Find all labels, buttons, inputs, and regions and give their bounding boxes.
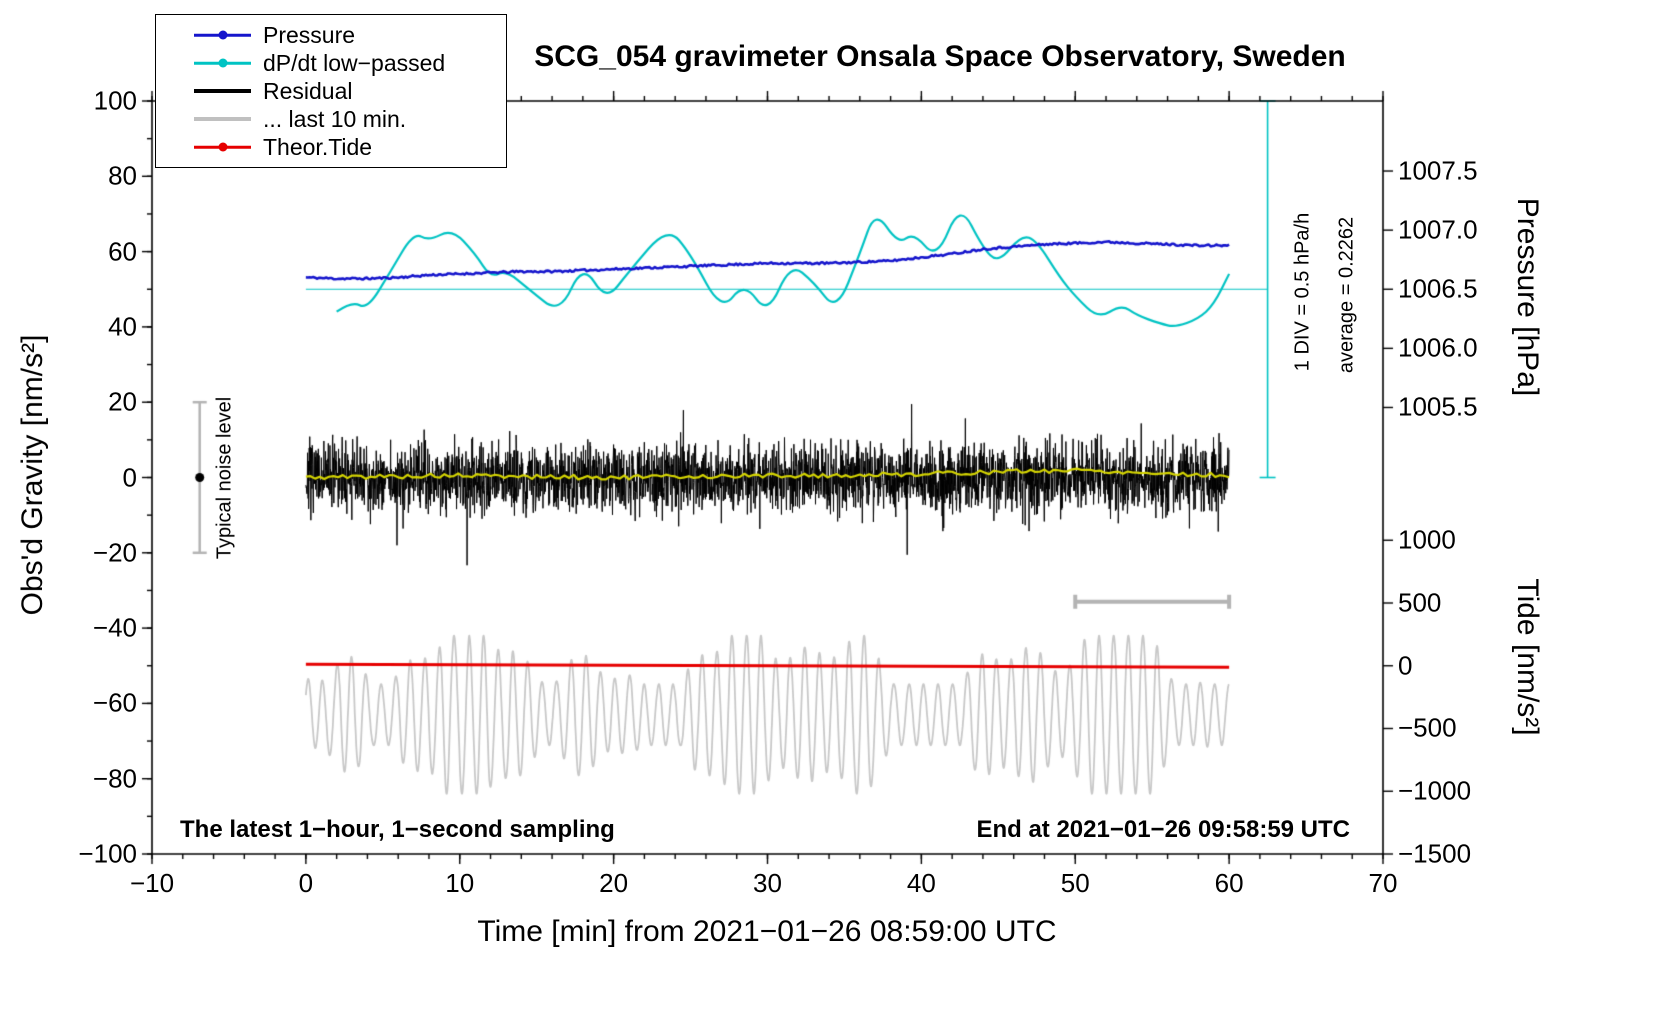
legend-swatch-icon (194, 85, 251, 97)
tide-tick-label: −1500 (1398, 838, 1472, 869)
x-tick-label: 10 (445, 868, 475, 898)
gravity-tick-label: 60 (108, 236, 137, 267)
tide-tick-label: 0 (1398, 650, 1413, 681)
page-title: SCG_054 gravimeter Onsala Space Observat… (534, 40, 1346, 73)
pressure-tick-label: 1005.5 (1398, 391, 1478, 422)
x-tick-label: 70 (1368, 868, 1398, 898)
x-tick-label: 60 (1214, 868, 1244, 898)
tide-tick-label: −1000 (1398, 775, 1472, 806)
x-tick-label: 30 (753, 868, 782, 898)
gravity-tick-label: −60 (92, 687, 137, 718)
legend-swatch-icon (194, 57, 251, 69)
gravity-tick-label: 20 (108, 386, 137, 417)
noise-level-label: Typical noise level (213, 396, 236, 560)
end-time-note: End at 2021−01−26 09:58:59 UTC (976, 816, 1350, 843)
gravity-tick-label: −40 (92, 612, 137, 643)
legend-item: Pressure (194, 22, 506, 48)
average-annotation: average = 0.2262 (1335, 216, 1358, 374)
y-axis-label-gravity: Obs'd Gravity [nm/s²] (16, 334, 49, 616)
legend-label: Pressure (263, 21, 356, 48)
pressure-tick-label: 1006.5 (1398, 273, 1478, 304)
legend-swatch-icon (194, 141, 251, 153)
legend-label: Residual (263, 77, 353, 104)
x-tick-label: 40 (906, 868, 936, 898)
tide-tick-label: 500 (1398, 587, 1442, 618)
x-axis-label: Time [min] from 2021−01−26 08:59:00 UTC (477, 915, 1057, 948)
x-tick-label: 20 (599, 868, 629, 898)
tide-tick-label: −500 (1398, 712, 1457, 743)
legend-swatch-icon (194, 29, 251, 41)
x-tick-label: 0 (298, 868, 314, 898)
gravity-tick-label: 0 (122, 462, 137, 492)
pressure-tick-label: 1007.5 (1398, 155, 1478, 186)
legend: Pressure dP/dt low−passed Residual... last… (155, 14, 507, 168)
gravity-tick-label: 40 (108, 311, 137, 342)
div-scale-annotation: 1 DIV = 0.5 hPa/h (1291, 212, 1314, 372)
y-axis-label-tide: Tide [nm/s²] (1511, 578, 1544, 736)
gravity-tick-label: 80 (108, 160, 137, 191)
tide-tick-label: 1000 (1398, 524, 1456, 555)
legend-label: dP/dt low−passed (263, 49, 446, 76)
legend-item: Residual (194, 78, 506, 104)
gravity-tick-label: −20 (92, 537, 137, 568)
legend-swatch-icon (194, 113, 251, 125)
pressure-tick-label: 1007.0 (1398, 214, 1478, 245)
pressure-tick-label: 1006.0 (1398, 332, 1478, 363)
x-tick-label: −10 (129, 868, 175, 898)
gravity-tick-label: −100 (78, 838, 137, 869)
sampling-note: The latest 1−hour, 1−second sampling (180, 816, 615, 843)
gravity-tick-label: −80 (92, 763, 137, 794)
x-tick-label: 50 (1060, 868, 1090, 898)
y-axis-label-pressure: Pressure [hPa] (1511, 197, 1544, 397)
legend-item: dP/dt low−passed (194, 50, 506, 76)
legend-item: Theor.Tide (194, 134, 506, 160)
legend-item: ... last 10 min. (194, 106, 506, 132)
gravity-tick-label: 100 (93, 85, 137, 116)
legend-label: ... last 10 min. (263, 105, 407, 132)
legend-label: Theor.Tide (263, 133, 373, 160)
